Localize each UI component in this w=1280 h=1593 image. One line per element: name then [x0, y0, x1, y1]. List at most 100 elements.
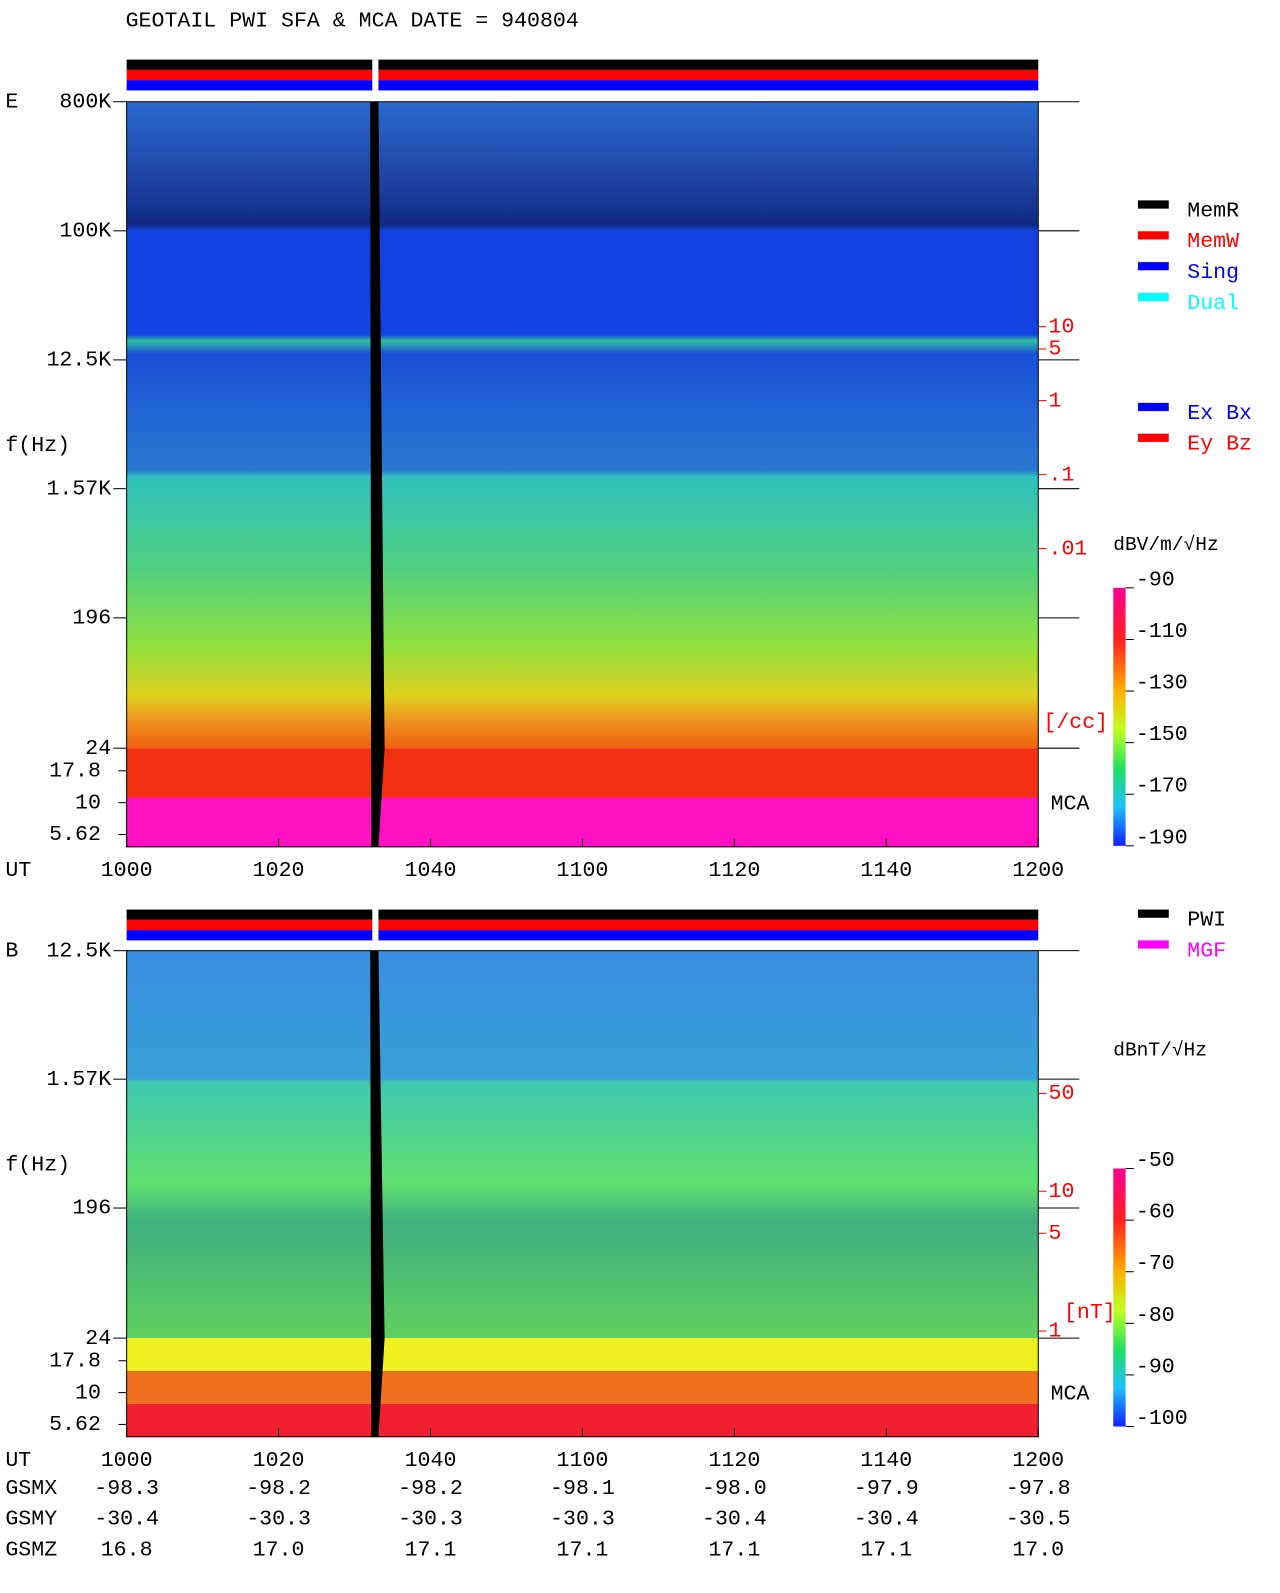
status-bar [126, 59, 1039, 70]
colorbar-tick-label: -150 [1136, 723, 1188, 747]
orbit-label: GSMZ [5, 1539, 57, 1563]
status-gap [372, 59, 379, 91]
colorbar [1113, 587, 1126, 846]
mca-label: MCA [1051, 1382, 1090, 1406]
orbit-value: -30.4 [854, 1508, 919, 1532]
orbit-value: 16.8 [101, 1539, 153, 1563]
y-tick-label: 1.57K [46, 1068, 111, 1092]
x-axis-label: UT [5, 1449, 31, 1473]
y-tick-label: 17.8 [49, 1349, 101, 1373]
status-bar [126, 930, 1039, 941]
legend-label: MGF [1187, 939, 1226, 963]
orbit-value: -98.3 [94, 1477, 159, 1501]
legend-swatch [1137, 292, 1169, 302]
colorbar-tick-label: -110 [1136, 620, 1188, 644]
mca-label: MCA [1051, 792, 1090, 816]
y-tick-label: 24 [85, 737, 111, 761]
colorbar-tick-label: -80 [1136, 1304, 1175, 1328]
mca-band [126, 748, 1039, 798]
orbit-value: -98.0 [702, 1477, 767, 1501]
y-tick-label: 196 [72, 1197, 111, 1221]
x-tick-label: 1200 [1012, 1449, 1064, 1473]
y2-axis-label: [/cc] [1043, 711, 1108, 735]
x-tick-label: 1040 [405, 1449, 457, 1473]
orbit-value: -30.4 [94, 1508, 159, 1532]
colorbar [1113, 1168, 1126, 1427]
legend-swatch [1137, 433, 1169, 442]
y-tick-label: 12.5K [46, 349, 111, 373]
status-bar [126, 919, 1039, 931]
y2-tick-label: 1 [1049, 389, 1062, 413]
y2-tick-label: .1 [1049, 463, 1075, 487]
y2-tick-label: .01 [1049, 537, 1088, 561]
orbit-value: -98.2 [398, 1477, 463, 1501]
colorbar-tick-label: -90 [1136, 568, 1175, 592]
y2-tick-label: 50 [1049, 1082, 1075, 1106]
legend-swatch [1137, 909, 1169, 918]
legend-swatch [1137, 940, 1169, 949]
colorbar-label: dBnT/√Hz [1113, 1040, 1207, 1062]
legend-swatch [1137, 262, 1169, 271]
legend-label: MemW [1187, 230, 1239, 254]
data-gap [370, 950, 385, 1437]
y-tick-label: 800K [59, 90, 111, 114]
y-tick-label: 17.8 [49, 760, 101, 784]
y2-tick-label: 5 [1049, 1222, 1062, 1246]
orbit-label: GSMX [5, 1477, 57, 1501]
orbit-value: 17.0 [253, 1539, 305, 1563]
colorbar-tick-label: -90 [1136, 1355, 1175, 1379]
y-tick-label: 100K [59, 220, 111, 244]
colorbar-tick-label: -50 [1136, 1149, 1175, 1173]
orbit-value: -30.3 [550, 1508, 615, 1532]
legend-swatch [1137, 231, 1169, 240]
legend-label: Ey Bz [1187, 433, 1252, 457]
y-tick-label: 1.57K [46, 477, 111, 501]
y-tick-label: 5.62 [49, 823, 101, 847]
orbit-value: -30.3 [246, 1508, 311, 1532]
x-tick-label: 1120 [708, 1449, 760, 1473]
y-axis-label: f(Hz) [5, 434, 70, 458]
colorbar-tick-label: -60 [1136, 1201, 1175, 1225]
y-tick-label: 24 [85, 1327, 111, 1351]
y-axis-label: f(Hz) [5, 1154, 70, 1178]
orbit-value: 17.1 [860, 1539, 912, 1563]
spectrogram [126, 101, 1039, 749]
orbit-label: GSMY [5, 1508, 57, 1532]
orbit-value: 17.1 [557, 1539, 609, 1563]
y-tick-label: 196 [72, 607, 111, 631]
orbit-value: 17.1 [708, 1539, 760, 1563]
colorbar-tick-label: -70 [1136, 1252, 1175, 1276]
orbit-value: -98.2 [246, 1477, 311, 1501]
y2-tick-label: 1 [1049, 1320, 1062, 1344]
orbit-value: 17.1 [405, 1539, 457, 1563]
legend-label: PWI [1187, 909, 1226, 933]
legend-swatch [1137, 200, 1169, 209]
legend-label: MemR [1187, 199, 1239, 223]
y-tick-label: 10 [75, 791, 101, 815]
spectrogram [126, 950, 1039, 1339]
status-bar [126, 80, 1039, 91]
x-tick-label: 1100 [557, 1449, 609, 1473]
orbit-value: -97.8 [1006, 1477, 1071, 1501]
y-tick-label: 5.62 [49, 1413, 101, 1437]
colorbar-tick-label: -170 [1136, 775, 1188, 799]
x-tick-label: 1040 [405, 859, 457, 883]
y-tick-label: 12.5K [46, 939, 111, 963]
colorbar-tick-label: -130 [1136, 672, 1188, 696]
legend-label: Ex Bx [1187, 402, 1252, 426]
x-tick-label: 1100 [557, 859, 609, 883]
x-axis-label: UT [5, 859, 31, 883]
orbit-value: -98.1 [550, 1477, 615, 1501]
legend-swatch [1137, 402, 1169, 412]
y2-tick-label: 10 [1049, 1180, 1075, 1204]
status-gap [372, 909, 379, 941]
y2-tick-label: 10 [1049, 315, 1075, 339]
legend-label: Dual [1187, 292, 1239, 316]
colorbar-label: dBV/m/√Hz [1113, 534, 1218, 556]
title: GEOTAIL PWI SFA & MCA DATE = 940804 [126, 9, 579, 33]
x-tick-label: 1000 [101, 1449, 153, 1473]
orbit-value: -97.9 [854, 1477, 919, 1501]
x-tick-label: 1120 [708, 859, 760, 883]
x-tick-label: 1020 [253, 859, 305, 883]
status-bar [126, 69, 1039, 81]
